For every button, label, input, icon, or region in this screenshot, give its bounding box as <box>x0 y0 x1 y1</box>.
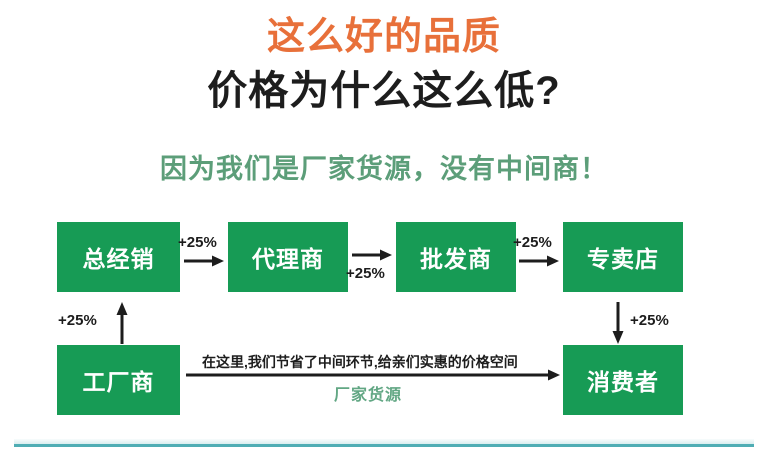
node-general-distributor: 总经销 <box>57 222 180 292</box>
node-consumer: 消费者 <box>563 345 683 415</box>
arrow-factory-to-consumer <box>186 369 560 381</box>
markup-wholesaler-to-specialty-store: +25% <box>513 234 552 251</box>
node-factory-label: 工厂商 <box>82 369 155 395</box>
node-wholesaler: 批发商 <box>396 222 516 292</box>
direct-channel-sublabel: 厂家货源 <box>334 387 403 404</box>
node-specialty-store: 专卖店 <box>563 222 683 292</box>
direct-channel-label: 在这里,我们节省了中间环节,给亲们实惠的价格空间 <box>202 354 518 370</box>
node-general-distributor-label: 总经销 <box>82 246 155 272</box>
node-agent-label: 代理商 <box>252 246 324 272</box>
bottom-rule-glow <box>14 439 754 444</box>
node-wholesaler-label: 批发商 <box>420 246 492 272</box>
markup-factory-to-general-distributor: +25% <box>58 312 97 329</box>
node-agent: 代理商 <box>228 222 348 292</box>
arrow-general-distributor-to-agent <box>184 255 224 267</box>
markup-general-distributor-to-agent: +25% <box>178 234 217 251</box>
node-specialty-store-label: 专卖店 <box>587 246 659 272</box>
arrow-agent-to-wholesaler <box>352 249 392 261</box>
markup-specialty-store-to-consumer: +25% <box>630 312 669 329</box>
markup-agent-to-wholesaler: +25% <box>346 265 385 282</box>
bottom-divider <box>14 444 754 447</box>
headline-primary: 这么好的品质 <box>266 16 501 58</box>
node-factory: 工厂商 <box>57 345 180 415</box>
headline-secondary: 价格为什么这么低? <box>207 69 561 113</box>
node-consumer-label: 消费者 <box>587 369 659 395</box>
arrow-factory-to-general-distributor <box>116 302 128 344</box>
arrow-wholesaler-to-specialty-store <box>519 255 559 267</box>
arrow-specialty-store-to-consumer <box>612 302 624 344</box>
subtitle: 因为我们是厂家货源，没有中间商！ <box>160 154 608 184</box>
